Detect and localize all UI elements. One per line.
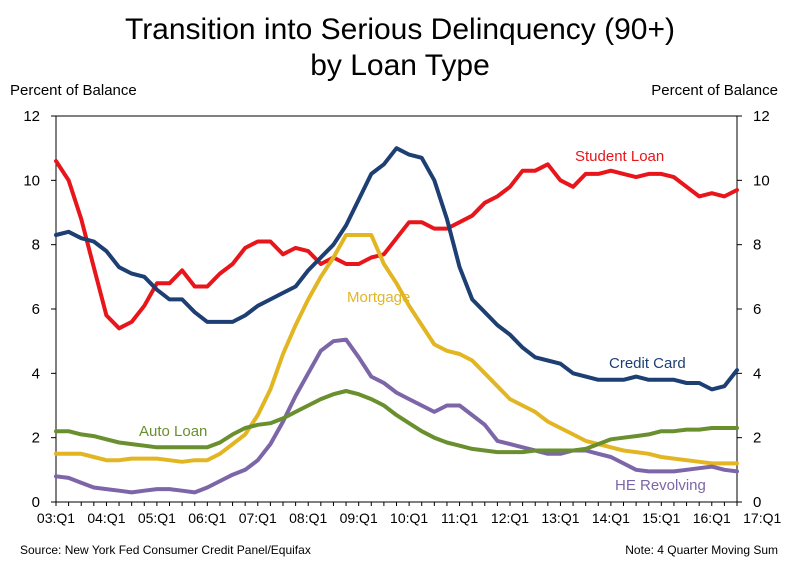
plot-frame (55, 115, 738, 503)
series-line-credit-card (54, 146, 739, 392)
y-tick-label-left: 10 (23, 172, 40, 189)
y-tick-label-right: 6 (753, 301, 761, 318)
x-tick-label: 05:Q1 (138, 510, 176, 526)
series-label-mortgage: Mortgage (347, 289, 410, 306)
series-label-auto-loan: Auto Loan (139, 423, 207, 440)
x-tick-label: 14:Q1 (592, 510, 630, 526)
series-line-auto-loan (54, 389, 739, 455)
series-line-he-revolving (54, 337, 739, 495)
method-note: Note: 4 Quarter Moving Sum (625, 543, 778, 557)
y-tick-label-left: 12 (23, 108, 40, 125)
x-tick-label: 16:Q1 (693, 510, 731, 526)
x-tick-label: 08:Q1 (289, 510, 327, 526)
series-line-student-loan (54, 159, 739, 331)
y-tick-label-right: 4 (753, 365, 761, 382)
x-tick-label: 09:Q1 (340, 510, 378, 526)
x-tick-label: 07:Q1 (239, 510, 277, 526)
chart-title-line1: Transition into Serious Delinquency (90+… (124, 13, 675, 46)
y-tick-label-right: 0 (753, 494, 761, 511)
series-label-credit-card: Credit Card (609, 355, 686, 372)
series-line-mortgage (54, 233, 739, 466)
y-axis-label-right: Percent of Balance (651, 82, 778, 99)
y-tick-label-left: 8 (32, 237, 40, 254)
y-axis-label-left: Percent of Balance (10, 82, 137, 99)
y-tick-label-right: 2 (753, 430, 761, 447)
x-tick-label: 15:Q1 (642, 510, 680, 526)
x-tick-label: 03:Q1 (37, 510, 75, 526)
x-tick-label: 12:Q1 (491, 510, 529, 526)
x-tick-label: 06:Q1 (188, 510, 226, 526)
y-tick-label-left: 6 (32, 301, 40, 318)
x-tick-label: 17:Q1 (743, 510, 781, 526)
y-tick-label-right: 12 (753, 108, 770, 125)
chart-title-line2: by Loan Type (310, 49, 490, 82)
x-tick-label: 04:Q1 (87, 510, 125, 526)
x-tick-label: 10:Q1 (390, 510, 428, 526)
source-note: Source: New York Fed Consumer Credit Pan… (20, 543, 311, 557)
series-label-student-loan: Student Loan (575, 148, 664, 165)
x-tick-label: 11:Q1 (441, 510, 478, 526)
y-tick-label-left: 0 (32, 494, 40, 511)
y-tick-label-left: 2 (32, 430, 40, 447)
x-tick-label: 13:Q1 (541, 510, 579, 526)
y-tick-label-left: 4 (32, 365, 40, 382)
y-tick-label-right: 10 (753, 172, 770, 189)
series-label-he-revolving: HE Revolving (615, 477, 706, 494)
y-tick-label-right: 8 (753, 237, 761, 254)
